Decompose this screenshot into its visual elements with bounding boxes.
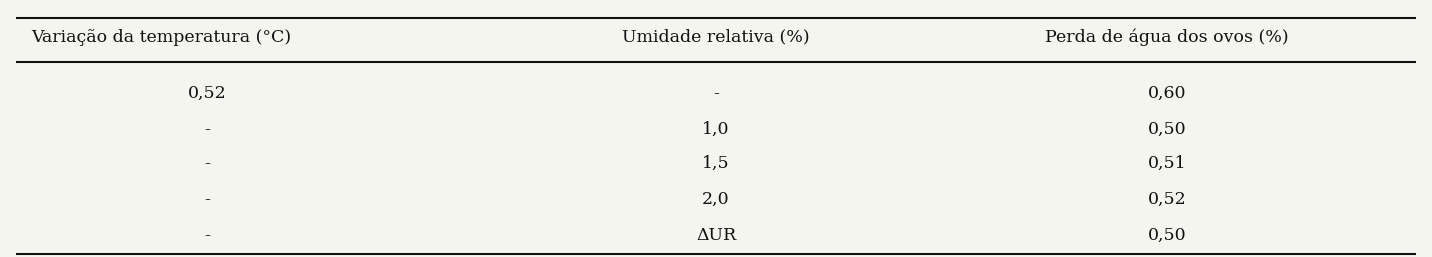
Text: 0,52: 0,52 [188, 85, 228, 102]
Text: 2,0: 2,0 [702, 191, 730, 208]
Text: ΔUR: ΔUR [696, 227, 736, 244]
Text: Perda de água dos ovos (%): Perda de água dos ovos (%) [1045, 29, 1289, 46]
Text: -: - [205, 121, 211, 138]
Text: 0,60: 0,60 [1148, 85, 1186, 102]
Text: 0,52: 0,52 [1147, 191, 1187, 208]
Text: Variação da temperatura (°C): Variação da temperatura (°C) [32, 29, 292, 46]
Text: -: - [205, 227, 211, 244]
Text: 0,50: 0,50 [1148, 121, 1186, 138]
Text: 1,5: 1,5 [702, 155, 730, 172]
Text: -: - [205, 155, 211, 172]
Text: -: - [713, 85, 719, 102]
Text: 0,50: 0,50 [1148, 227, 1186, 244]
Text: -: - [205, 191, 211, 208]
Text: 0,51: 0,51 [1148, 155, 1186, 172]
Text: 1,0: 1,0 [702, 121, 730, 138]
Text: Umidade relativa (%): Umidade relativa (%) [621, 29, 811, 46]
